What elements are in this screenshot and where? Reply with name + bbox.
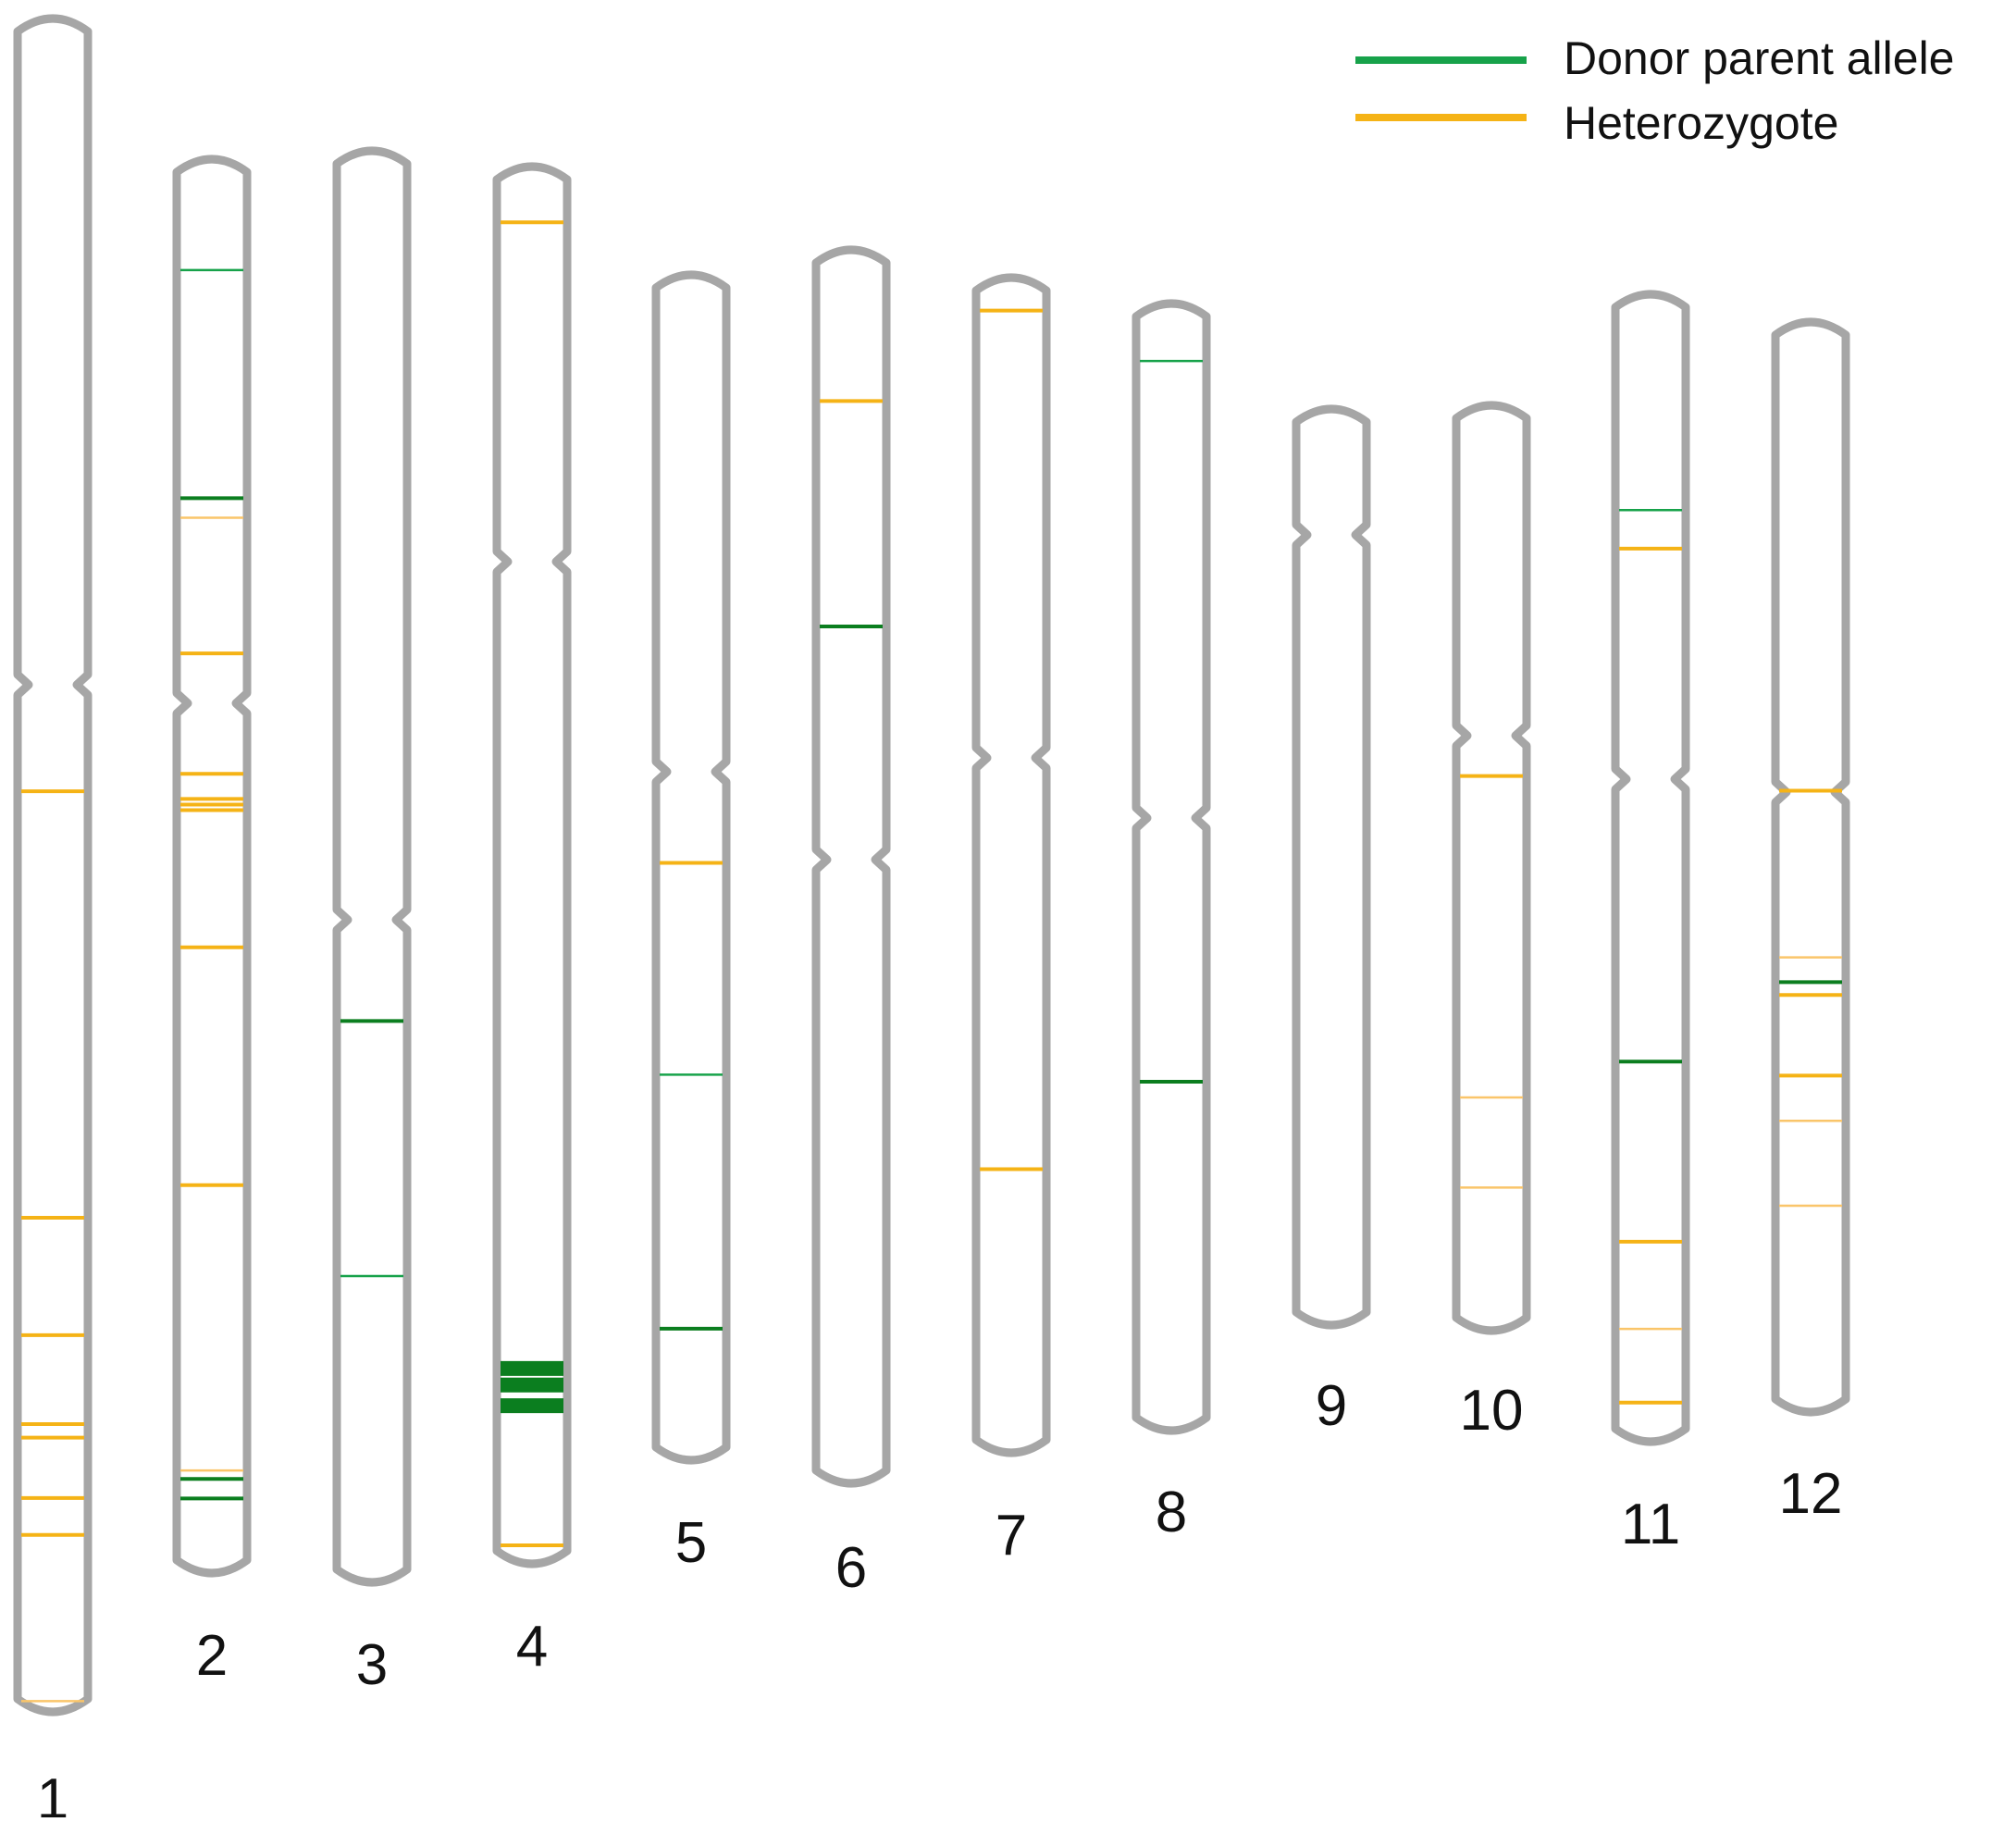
chromosome-6-outline bbox=[811, 245, 891, 1488]
chromosome-7: 7 bbox=[971, 273, 1051, 1568]
chromosome-9: 9 bbox=[1292, 404, 1371, 1438]
chromosome-4: 4 bbox=[492, 162, 572, 1679]
chromosome-label-12: 12 bbox=[1779, 1462, 1843, 1526]
chromosome-12: 12 bbox=[1771, 317, 1850, 1526]
chromosome-11: 11 bbox=[1611, 290, 1690, 1556]
chromosome-label-4: 4 bbox=[516, 1615, 548, 1679]
chromosome-3: 3 bbox=[332, 146, 412, 1697]
chromosome-4-outline bbox=[492, 162, 572, 1568]
chromosome-1-outline bbox=[13, 14, 93, 1717]
chromosome-label-7: 7 bbox=[996, 1504, 1027, 1568]
chromosome-label-2: 2 bbox=[196, 1624, 228, 1688]
chromosome-label-11: 11 bbox=[1621, 1493, 1680, 1556]
chromosome-12-outline bbox=[1771, 317, 1850, 1417]
chromosome-9-outline bbox=[1292, 404, 1371, 1330]
chromosome-1: 1 bbox=[13, 14, 93, 1822]
chromosome-2: 2 bbox=[172, 155, 252, 1688]
chromosome-label-3: 3 bbox=[356, 1633, 388, 1697]
chromosome-7-outline bbox=[971, 273, 1051, 1457]
chromosome-6: 6 bbox=[811, 245, 891, 1600]
legend-label-heterozygote: Heterozygote bbox=[1564, 97, 1838, 149]
legend: Donor parent allele Heterozygote bbox=[1355, 32, 1955, 149]
chromosome-10: 10 bbox=[1452, 401, 1531, 1443]
chromosome-3-outline bbox=[332, 146, 412, 1587]
chromosome-8: 8 bbox=[1132, 299, 1211, 1544]
chromosome-label-8: 8 bbox=[1156, 1481, 1187, 1544]
chromosome-8-outline bbox=[1132, 299, 1211, 1435]
chromosome-label-10: 10 bbox=[1460, 1379, 1524, 1443]
chromosome-label-5: 5 bbox=[675, 1511, 707, 1575]
chromosome-2-outline bbox=[172, 155, 252, 1578]
chromosome-label-6: 6 bbox=[835, 1536, 867, 1600]
chromosome-11-outline bbox=[1611, 290, 1690, 1446]
chromosome-10-outline bbox=[1452, 401, 1531, 1335]
chromosome-label-1: 1 bbox=[37, 1767, 68, 1817]
chromosome-5: 5 bbox=[651, 270, 731, 1575]
chromosome-label-9: 9 bbox=[1316, 1374, 1347, 1438]
chromosome-5-outline bbox=[651, 270, 731, 1465]
legend-label-donor: Donor parent allele bbox=[1564, 32, 1955, 84]
